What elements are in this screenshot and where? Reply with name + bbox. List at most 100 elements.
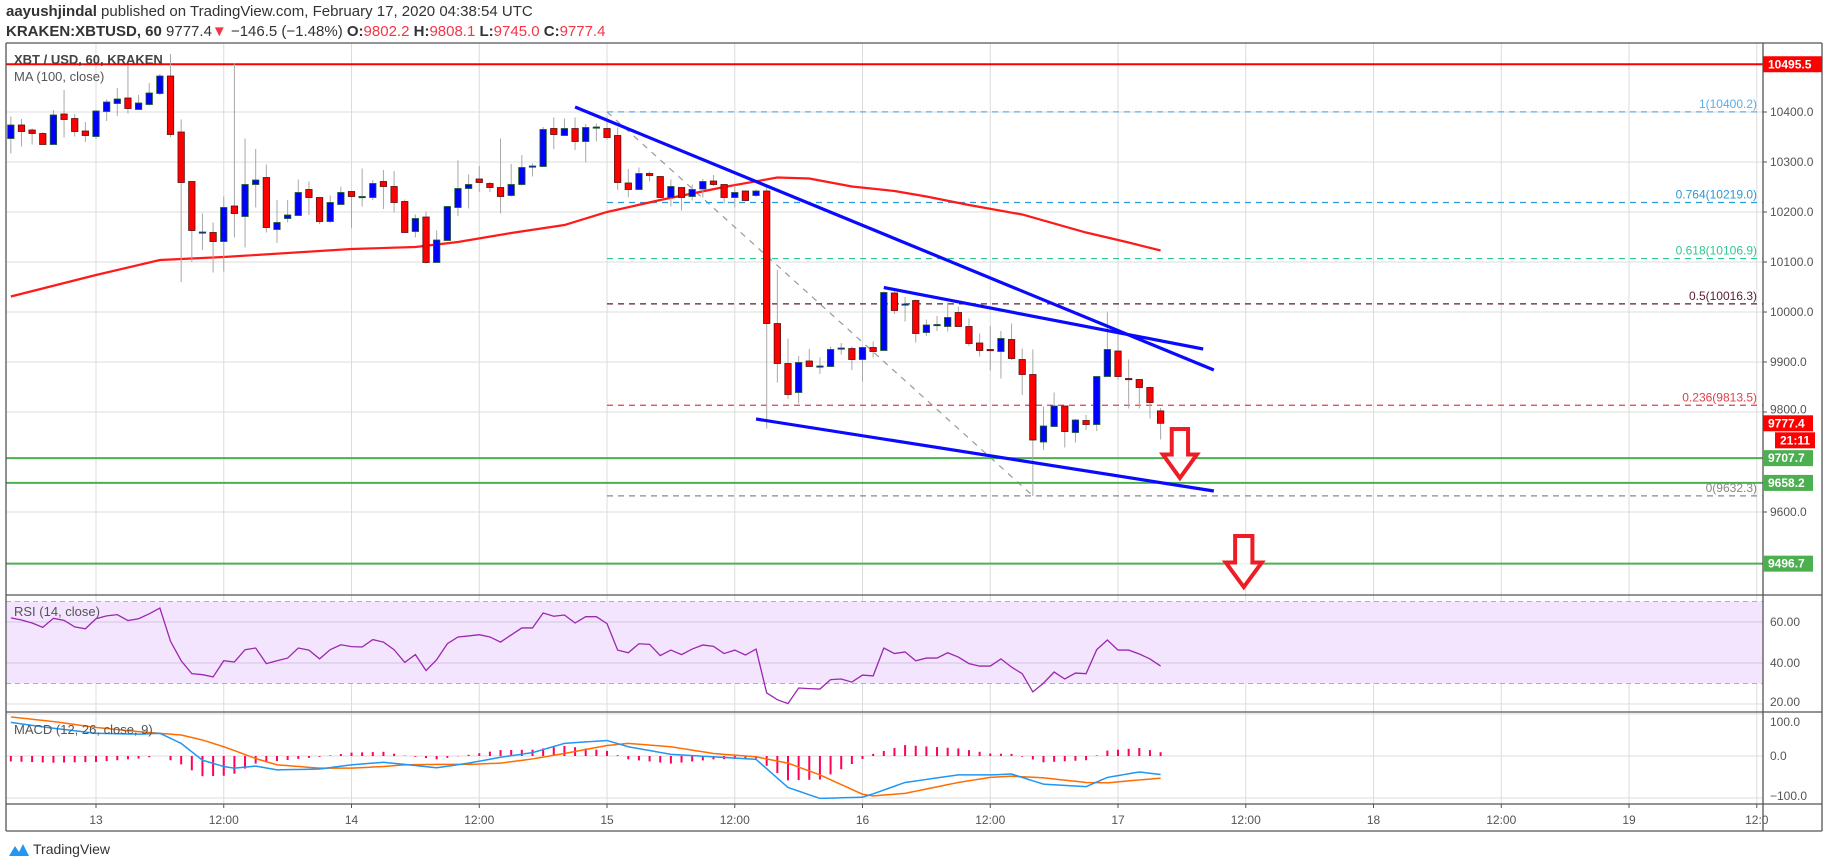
candle	[848, 346, 856, 370]
candle-body	[294, 192, 302, 216]
candle	[795, 356, 803, 404]
candle	[1146, 386, 1154, 419]
resistance-price-tag: 10495.5	[1763, 56, 1822, 73]
candle-body	[496, 187, 505, 197]
candle	[954, 306, 962, 327]
fib-level-label: 0.618(10106.9)	[1676, 244, 1757, 258]
candle-body	[848, 348, 856, 360]
candle-body	[401, 201, 409, 233]
candle	[209, 222, 217, 273]
candle	[156, 74, 164, 95]
time-axis-label: 19	[1622, 813, 1636, 827]
author-name[interactable]: aayushjindal	[6, 3, 97, 20]
candle	[1135, 379, 1143, 409]
candle-body	[816, 365, 824, 368]
candle-body	[592, 126, 600, 129]
price-axis-label: 9600.0	[1770, 505, 1807, 519]
main-series-legend[interactable]: XBT / USD, 60, KRAKEN	[14, 52, 163, 67]
last-price: 9777.4	[166, 23, 212, 40]
candle-body	[880, 292, 888, 351]
candle-body	[709, 180, 718, 185]
candle-body	[486, 183, 494, 188]
candle	[880, 291, 888, 351]
candle	[454, 160, 462, 216]
candle-body	[209, 232, 217, 242]
candle	[401, 199, 409, 233]
down-arrow-icon	[1221, 534, 1266, 591]
candle	[1103, 312, 1111, 377]
price-tag-label: 9707.7	[1768, 451, 1805, 465]
ma-legend[interactable]: MA (100, close)	[14, 69, 105, 84]
high-label: H:	[413, 23, 430, 40]
candle-body	[369, 183, 377, 198]
rsi-legend[interactable]: RSI (14, close)	[14, 604, 100, 619]
candle-body	[230, 205, 238, 214]
candle-body	[901, 303, 909, 306]
down-triangle-icon: ▼	[211, 23, 227, 40]
macd-axis-label: −100.0	[1770, 789, 1807, 803]
candle	[986, 326, 994, 371]
support-price-tag: 9707.7	[1763, 450, 1813, 467]
candle	[699, 179, 707, 198]
candle-body	[17, 124, 26, 132]
trendline	[574, 105, 1215, 372]
candle	[901, 297, 909, 322]
candle-body	[614, 135, 622, 183]
candle-body	[465, 184, 473, 189]
candle-body	[890, 292, 899, 311]
candle-body	[1018, 359, 1026, 375]
candle	[1050, 392, 1058, 427]
candle-body	[582, 127, 590, 142]
candle	[475, 166, 483, 192]
macd-pane	[6, 713, 1763, 800]
logo-text: TradingView	[33, 841, 111, 857]
candle-body	[241, 184, 249, 217]
price-axis-label: 10100.0	[1770, 255, 1814, 269]
candle	[582, 124, 590, 163]
candle-body	[1050, 405, 1058, 427]
candle-body	[763, 190, 771, 324]
candle	[635, 167, 643, 190]
candle	[1093, 376, 1101, 431]
candle	[816, 357, 824, 374]
tradingview-logo[interactable]: TradingView	[8, 840, 110, 858]
price-axis-label: 9800.0	[1770, 402, 1807, 416]
candle	[763, 187, 771, 429]
candle	[433, 230, 441, 263]
candle-body	[273, 222, 281, 230]
candle-body	[358, 196, 366, 199]
close-value: 9777.4	[559, 23, 606, 40]
candle	[486, 182, 494, 192]
candle-body	[475, 178, 483, 183]
candle-body	[81, 130, 89, 136]
candle-body	[49, 114, 58, 145]
candle	[731, 185, 739, 208]
macd-line	[10, 721, 1161, 800]
candle	[28, 128, 36, 145]
macd-legend[interactable]: MACD (12, 26, close, 9)	[14, 722, 153, 737]
candle	[1125, 359, 1133, 409]
candle-body	[390, 186, 398, 203]
candle-body	[986, 349, 994, 352]
candle-body	[773, 323, 781, 364]
candle	[145, 83, 153, 106]
candle	[1018, 348, 1026, 395]
time-axis-label: 12:00	[975, 813, 1005, 827]
candle	[337, 186, 345, 205]
candle-body	[805, 360, 813, 367]
high-value: 9808.1	[429, 23, 476, 40]
candle	[113, 88, 121, 116]
fib-level-label: 0.5(10016.3)	[1689, 289, 1757, 303]
fib-level-label: 0.236(9813.5)	[1682, 390, 1757, 404]
candle-body	[741, 190, 750, 201]
price-axis-label: 10200.0	[1770, 205, 1814, 219]
candle	[422, 211, 430, 264]
candle-body	[1146, 387, 1154, 403]
candle	[220, 196, 228, 272]
price-tag-label: 9777.4	[1768, 416, 1805, 430]
candle	[17, 119, 26, 147]
candle	[134, 95, 143, 110]
candle-body	[284, 214, 292, 219]
candle	[624, 169, 632, 198]
